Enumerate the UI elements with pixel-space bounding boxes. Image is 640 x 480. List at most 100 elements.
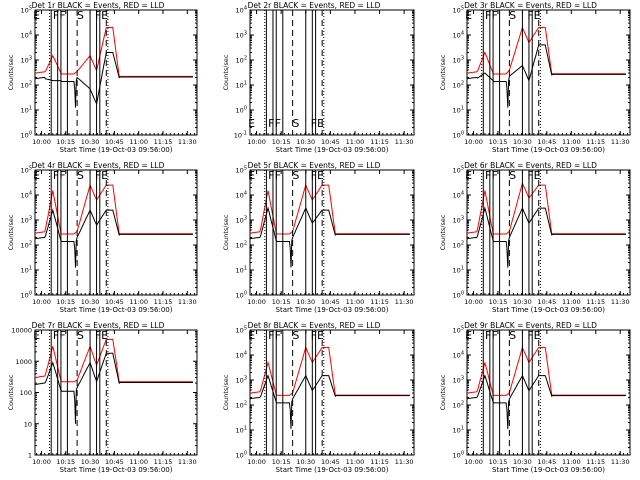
- y-tick-label: 102: [453, 81, 464, 90]
- flag-label: F: [53, 9, 59, 22]
- series-events-line: [466, 44, 626, 108]
- series-lld-line: [249, 183, 410, 235]
- flag-label: E: [101, 329, 108, 342]
- flag-label: E: [248, 169, 255, 182]
- x-tick-label: 10:00: [32, 298, 51, 306]
- x-tick-label: 11:15: [154, 458, 173, 466]
- flag-label: S: [292, 329, 299, 342]
- plot-frame: [249, 169, 415, 296]
- y-tick-label: 100: [21, 291, 32, 300]
- x-tick-label: 10:00: [464, 458, 483, 466]
- flag-label: F: [95, 9, 101, 22]
- flag-label: E: [465, 329, 472, 342]
- y-tick-label: 102: [236, 56, 247, 65]
- y-tick-label: 10000: [11, 327, 32, 335]
- x-axis-label: Start Time (19-Oct-03 09:56:00): [276, 466, 389, 474]
- panel-det-9r: Det 9r BLACK = Events, RED = LLD 100 101 10…: [439, 321, 631, 474]
- flag-label: E: [317, 117, 324, 130]
- panel-title: Det 4r BLACK = Events, RED = LLD: [32, 161, 165, 170]
- flag-label: F: [485, 329, 491, 342]
- y-tick-label: 105: [236, 326, 247, 335]
- x-tick-label: 11:15: [154, 138, 173, 146]
- x-tick-label: 10:30: [296, 138, 315, 146]
- x-tick-label: 11:30: [395, 138, 414, 146]
- y-tick-label: 101: [236, 426, 247, 435]
- flag-label: E: [33, 169, 40, 182]
- y-tick-label: 102: [236, 241, 247, 250]
- flag-label: F: [268, 329, 274, 342]
- y-tick-label: 100: [21, 131, 32, 140]
- y-axis-label: Counts/sec: [7, 54, 15, 90]
- x-tick-label: 10:30: [513, 458, 532, 466]
- flag-label: F: [527, 9, 533, 22]
- flag-label: S: [77, 169, 84, 182]
- flag-label: E: [317, 169, 324, 182]
- x-tick-label: 10:45: [538, 298, 557, 306]
- series-lld-line: [249, 346, 410, 396]
- plot-frame: [34, 169, 198, 296]
- y-tick-label: 101: [453, 106, 464, 115]
- flag-label: F: [492, 9, 498, 22]
- plot-frame: [249, 9, 415, 136]
- x-tick-label: 10:00: [464, 138, 483, 146]
- x-tick-label: 11:15: [370, 138, 389, 146]
- flag-label: E: [248, 329, 255, 342]
- flag-label: F: [59, 169, 65, 182]
- flag-label: E: [317, 329, 324, 342]
- x-tick-label: 11:30: [611, 138, 630, 146]
- flag-label: F: [485, 9, 491, 22]
- x-tick-label: 10:45: [538, 138, 557, 146]
- series-events-line: [249, 374, 410, 430]
- y-tick-label: 105: [453, 326, 464, 335]
- x-tick-label: 10:30: [296, 298, 315, 306]
- panel-det-3r: Det 3r BLACK = Events, RED = LLD 100 101 10…: [439, 1, 631, 154]
- x-tick-label: 10:15: [489, 298, 508, 306]
- x-tick-label: 10:45: [321, 458, 340, 466]
- y-axis-label: Counts/sec: [222, 54, 230, 90]
- flag-label: S: [292, 117, 299, 130]
- flag-label: F: [268, 117, 274, 130]
- x-tick-label: 11:30: [178, 298, 197, 306]
- y-axis-label: Counts/sec: [222, 374, 230, 410]
- y-tick-label: 101: [236, 266, 247, 275]
- x-tick-label: 10:45: [538, 458, 557, 466]
- x-tick-label: 11:30: [611, 458, 630, 466]
- y-tick-label: 102: [453, 241, 464, 250]
- x-tick-label: 10:00: [32, 458, 51, 466]
- flag-label: F: [275, 117, 281, 130]
- y-tick-label: 101: [21, 106, 32, 115]
- panel-title: Det 2r BLACK = Events, RED = LLD: [248, 1, 381, 10]
- x-tick-label: 10:30: [81, 458, 100, 466]
- y-tick-label: 105: [21, 6, 32, 15]
- panel-det-5r: Det 5r BLACK = Events, RED = LLD 100 101 10…: [222, 161, 415, 314]
- y-tick-label: 100: [453, 291, 464, 300]
- panel-det-2r: Det 2r BLACK = Events, RED = LLD 10-1 100 1…: [222, 1, 415, 154]
- x-tick-label: 10:30: [81, 138, 100, 146]
- y-axis-label: Counts/sec: [439, 214, 447, 250]
- flag-label: E: [534, 9, 541, 22]
- y-axis-label: Counts/sec: [439, 374, 447, 410]
- y-tick-label: 10: [24, 420, 32, 428]
- x-tick-label: 11:15: [370, 458, 389, 466]
- x-tick-label: 10:45: [105, 458, 124, 466]
- flag-label: E: [534, 329, 541, 342]
- x-tick-label: 10:15: [272, 138, 291, 146]
- flag-label: E: [33, 9, 40, 22]
- y-tick-label: 104: [453, 31, 464, 40]
- flag-label: F: [492, 329, 498, 342]
- flag-label: F: [275, 169, 281, 182]
- series-lld-line: [466, 345, 626, 396]
- x-tick-label: 11:00: [129, 298, 148, 306]
- x-tick-label: 10:00: [247, 458, 266, 466]
- panel-title: Det 6r BLACK = Events, RED = LLD: [464, 161, 597, 170]
- x-tick-label: 11:00: [129, 138, 148, 146]
- x-tick-label: 11:00: [562, 458, 581, 466]
- flag-label: F: [527, 329, 533, 342]
- flag-label: E: [248, 117, 255, 130]
- x-axis-label: Start Time (19-Oct-03 09:56:00): [492, 466, 605, 474]
- x-tick-label: 10:30: [296, 458, 315, 466]
- panel-det-8r: Det 8r BLACK = Events, RED = LLD 100 101 10…: [222, 321, 415, 474]
- panel-det-4r: Det 4r BLACK = Events, RED = LLD 100 101 10…: [7, 161, 198, 314]
- x-tick-label: 10:15: [272, 298, 291, 306]
